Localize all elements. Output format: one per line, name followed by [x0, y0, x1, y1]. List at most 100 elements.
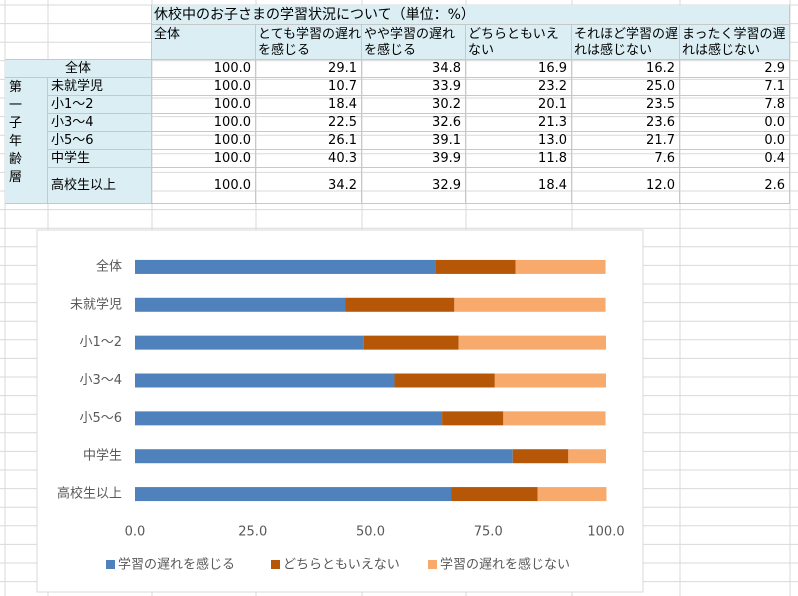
row-label: 未就学児	[48, 78, 152, 96]
column-header: やや学習の遅れを感じる	[362, 25, 466, 60]
table-cell: 30.2	[362, 96, 466, 114]
column-header: とても学習の遅れを感じる	[256, 25, 362, 60]
legend-swatch	[271, 560, 280, 569]
x-tick-label: 75.0	[474, 525, 503, 540]
row-label: 中学生	[48, 150, 152, 168]
table-cell: 100.0	[152, 114, 256, 132]
x-tick-label: 50.0	[356, 525, 385, 540]
row-label: 高校生以上	[48, 168, 152, 204]
bar-segment	[135, 411, 443, 426]
bar-segment	[135, 487, 452, 502]
table-cell: 7.6	[572, 150, 680, 168]
table-cell: 22.5	[256, 114, 362, 132]
legend-label: どちらともいえない	[283, 558, 400, 573]
table-cell: 100.0	[152, 78, 256, 96]
bar-segment	[135, 335, 364, 350]
y-tick-label: 高校生以上	[57, 486, 122, 502]
table-cell: 23.2	[466, 78, 572, 96]
table-cell: 32.9	[362, 168, 466, 204]
table-cell: 10.7	[256, 78, 362, 96]
column-header: どちらともいえない	[466, 25, 572, 60]
table-cell: 34.2	[256, 168, 362, 204]
y-tick-label: 未就学児	[70, 296, 122, 312]
bar-segment	[345, 297, 455, 312]
table-cell: 12.0	[572, 168, 680, 204]
bar-segment	[442, 411, 504, 426]
table-cell: 0.4	[680, 150, 790, 168]
y-tick-label: 小3～4	[79, 373, 122, 388]
table-cell: 21.7	[572, 132, 680, 150]
table-cell: 0.0	[680, 114, 790, 132]
table-cell: 34.8	[362, 60, 466, 78]
bar-segment	[512, 449, 569, 464]
table-cell: 23.5	[572, 96, 680, 114]
y-tick-label: 小1～2	[79, 335, 122, 350]
chart-area	[36, 229, 644, 593]
table-cell: 100.0	[152, 96, 256, 114]
bar-segment	[503, 411, 606, 426]
bar-segment	[135, 373, 395, 388]
table-cell: 16.9	[466, 60, 572, 78]
legend-label: 学習の遅れを感じない	[440, 557, 570, 573]
bar-segment	[494, 373, 606, 388]
bar-segment	[435, 259, 516, 274]
table-cell: 100.0	[152, 132, 256, 150]
x-tick-label: 0.0	[125, 525, 146, 540]
legend-label: 学習の遅れを感じる	[118, 557, 235, 573]
bar-segment	[394, 373, 495, 388]
legend-swatch	[428, 560, 437, 569]
legend-swatch	[106, 560, 115, 569]
table-cell: 18.4	[256, 96, 362, 114]
bar-segment	[515, 259, 606, 274]
bar-segment	[135, 259, 436, 274]
table-cell: 20.1	[466, 96, 572, 114]
table-cell: 25.0	[572, 78, 680, 96]
bar-segment	[135, 297, 346, 312]
table-cell: 39.9	[362, 150, 466, 168]
group-label: 第一子年齢層	[5, 78, 48, 204]
table-cell: 0.0	[680, 132, 790, 150]
table-cell: 11.8	[466, 150, 572, 168]
table-cell: 100.0	[152, 150, 256, 168]
bar-segment	[537, 487, 607, 502]
table-cell: 39.1	[362, 132, 466, 150]
table-cell: 13.0	[466, 132, 572, 150]
table-cell: 33.9	[362, 78, 466, 96]
y-tick-label: 中学生	[83, 448, 122, 464]
table-cell: 40.3	[256, 150, 362, 168]
y-tick-label: 全体	[96, 258, 122, 274]
table-cell: 16.2	[572, 60, 680, 78]
total-label: 全体	[5, 60, 152, 78]
bar-segment	[458, 335, 606, 350]
table-cell: 7.1	[680, 78, 790, 96]
table-cell: 32.6	[362, 114, 466, 132]
table-cell: 26.1	[256, 132, 362, 150]
row-label: 小3～4	[48, 114, 152, 132]
bar-segment	[568, 449, 606, 464]
table-cell: 18.4	[466, 168, 572, 204]
column-header: 全体	[152, 25, 256, 60]
column-header: まったく学習の遅れは感じない	[680, 25, 790, 60]
table-cell: 2.6	[680, 168, 790, 204]
x-tick-label: 100.0	[587, 525, 624, 540]
bar-segment	[454, 297, 606, 312]
bar-segment	[451, 487, 538, 502]
column-header: それほど学習の遅れは感じない	[572, 25, 680, 60]
x-tick-label: 25.0	[238, 525, 267, 540]
table-cell: 7.8	[680, 96, 790, 114]
y-tick-label: 小5～6	[79, 411, 122, 426]
corner	[5, 5, 152, 60]
row-label: 小5～6	[48, 132, 152, 150]
table-cell: 2.9	[680, 60, 790, 78]
table-cell: 21.3	[466, 114, 572, 132]
row-label: 小1～2	[48, 96, 152, 114]
table-cell: 100.0	[152, 168, 256, 204]
bar-segment	[135, 449, 513, 464]
table-cell: 100.0	[152, 60, 256, 78]
table-cell: 29.1	[256, 60, 362, 78]
table-cell: 23.6	[572, 114, 680, 132]
table-title: 休校中のお子さまの学習状況について（単位：%）	[152, 5, 790, 25]
bar-segment	[363, 335, 459, 350]
